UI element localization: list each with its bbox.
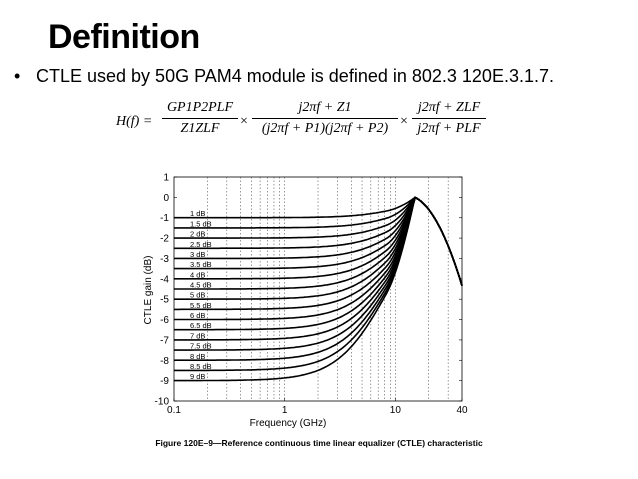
y-tick-label: -8: [160, 356, 169, 367]
y-tick-label: 0: [163, 193, 169, 204]
y-tick-label: -2: [160, 234, 169, 245]
chart-x-axis-label: Frequency (GHz): [250, 418, 327, 429]
formula-f1-numerator: GP1P2PLF: [166, 100, 234, 115]
formula-lhs: H(f) =: [116, 114, 153, 129]
y-tick-label: -1: [160, 213, 169, 224]
series-label: 8 dB: [190, 352, 205, 361]
formula-f3-numerator: j2πf + ZLF: [417, 100, 481, 115]
ctle-transfer-function: H(f) = GP1P2PLF Z1ZLF × j2πf + Z1 (j2πf …: [116, 100, 486, 148]
bullet-text: CTLE used by 50G PAM4 module is defined …: [36, 66, 554, 86]
y-tick-label: -9: [160, 376, 169, 387]
series-label: 4 dB: [190, 270, 205, 279]
y-tick-label: -6: [160, 315, 169, 326]
series-label: 7.5 dB: [190, 342, 212, 351]
formula-fraction-gain: GP1P2PLF Z1ZLF: [162, 100, 238, 137]
bullet-dot-icon: •: [14, 66, 21, 86]
series-label: 7 dB: [190, 331, 205, 340]
formula-f2-numerator: j2πf + Z1: [298, 100, 352, 115]
formula-times-1: ×: [240, 114, 248, 129]
formula-f3-denominator: j2πf + PLF: [412, 118, 486, 137]
figure-caption: Figure 120E–9—Reference continuous time …: [155, 438, 483, 448]
series-label: 2 dB: [190, 230, 205, 239]
y-tick-label: -7: [160, 335, 169, 346]
y-tick-label: -10: [155, 397, 170, 408]
ctle-curve: [174, 196, 463, 382]
series-label: 1.5 dB: [190, 219, 212, 228]
chart-curves: 1 dB1.5 dB 2 dB2.5 dB3 dB3.5 dB4 dB 4.5 dB…: [173, 196, 463, 382]
formula-f1-denominator: Z1ZLF: [162, 118, 238, 137]
series-label: 9 dB: [190, 372, 205, 381]
bullet-item: • CTLE used by 50G PAM4 module is defined…: [14, 66, 554, 87]
slide-title: Definition: [48, 18, 200, 56]
series-label: 4.5 dB: [190, 281, 212, 290]
formula-fraction-poles: j2πf + Z1 (j2πf + P1)(j2πf + P2): [252, 100, 398, 137]
series-label: 6.5 dB: [190, 321, 212, 330]
series-label: 5.5 dB: [190, 301, 212, 310]
y-tick-label: -5: [160, 295, 169, 306]
formula-fraction-lf: j2πf + ZLF j2πf + PLF: [412, 100, 486, 137]
x-tick-label: 40: [456, 405, 468, 416]
formula-f2-denominator: (j2πf + P1)(j2πf + P2): [252, 118, 398, 137]
y-tick-label: -4: [160, 274, 169, 285]
series-label: 5 dB: [190, 291, 205, 300]
x-tick-label: 10: [390, 405, 402, 416]
series-label: 6 dB: [190, 311, 205, 320]
y-tick-label: -3: [160, 254, 169, 265]
series-label: 1 dB: [190, 209, 205, 218]
x-tick-label: 0.1: [167, 405, 181, 416]
x-tick-label: 1: [282, 405, 288, 416]
formula-times-2: ×: [400, 114, 408, 129]
series-label: 2.5 dB: [190, 240, 212, 249]
y-tick-label: 1: [163, 173, 169, 184]
plot-frame: [173, 176, 463, 402]
series-label: 3 dB: [190, 250, 205, 259]
series-label: 8.5 dB: [190, 362, 212, 371]
series-label: 3.5 dB: [190, 260, 212, 269]
chart-y-axis-label: CTLE gain (dB): [143, 256, 154, 325]
chart-axes: 10-1-2-3-4-5-6-7-8-9-100.1 1 10 40: [155, 173, 468, 417]
